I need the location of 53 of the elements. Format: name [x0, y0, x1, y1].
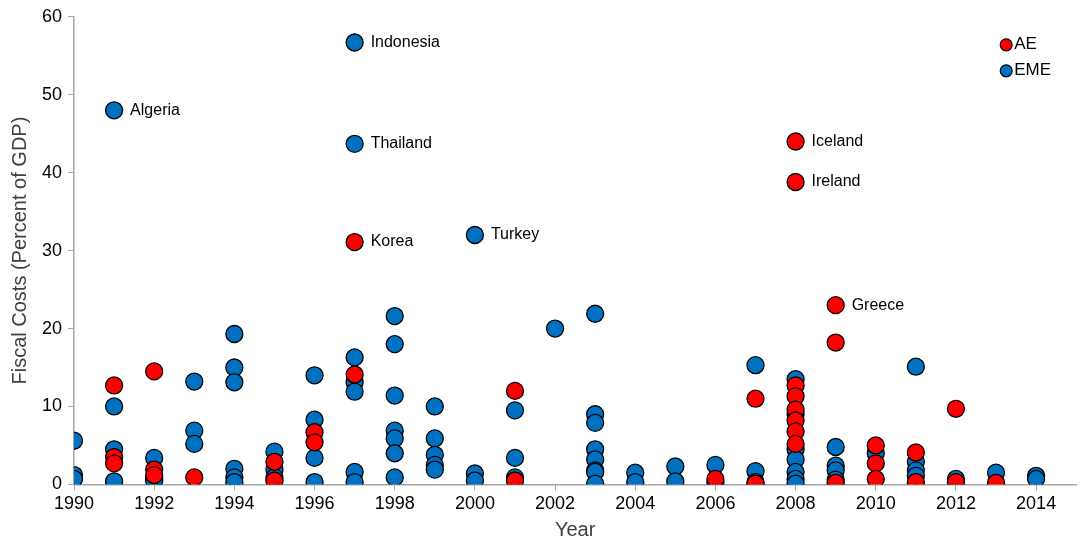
point [345, 365, 364, 384]
x-tick-label: 1994 [214, 493, 255, 514]
annotation: Korea [370, 232, 414, 250]
y-tick-label: 40 [41, 161, 63, 182]
y-tick-label: 50 [41, 83, 63, 104]
x-tick-label: 2004 [615, 493, 656, 514]
x-tick-label: 2002 [535, 493, 576, 514]
point [145, 362, 164, 381]
point [746, 389, 765, 408]
point [104, 454, 124, 473]
x-tick-label: 2006 [695, 493, 736, 514]
y-tick-label: 10 [41, 395, 63, 416]
y-tick-label: 0 [52, 473, 63, 494]
annotation: Thailand [370, 134, 433, 152]
y-tick-label: 20 [41, 317, 63, 338]
y-axis-title: Fiscal Costs (Percent of GDP) [7, 116, 30, 385]
point [104, 376, 124, 395]
point [265, 452, 284, 471]
y-tick-label: 30 [41, 239, 63, 260]
point [946, 399, 966, 418]
x-tick-label: 2010 [855, 493, 896, 514]
point [906, 443, 925, 462]
x-tick-label: 1998 [374, 493, 415, 514]
x-tick-label: 2012 [935, 493, 976, 514]
annotation: Iceland [811, 131, 864, 149]
point [145, 465, 164, 485]
x-tick-label: 1996 [294, 493, 335, 514]
x-tick-label: 1992 [134, 493, 175, 514]
annotation: Greece [851, 295, 905, 313]
point [786, 132, 805, 151]
annotation: Ireland [811, 172, 861, 190]
x-tick-label: 1990 [54, 493, 95, 514]
point [345, 232, 364, 252]
x-tick-label: 2014 [1016, 493, 1057, 514]
point [866, 454, 885, 473]
point [866, 436, 885, 455]
point [826, 296, 845, 315]
x-tick-label: 2008 [775, 493, 816, 514]
point [305, 433, 324, 452]
point [185, 468, 204, 485]
legend-label: EME [1014, 60, 1052, 80]
legend-label: AE [1014, 34, 1037, 54]
point [826, 333, 845, 352]
point [786, 434, 805, 454]
point [866, 469, 885, 485]
point [505, 381, 525, 401]
annotation: Indonesia [370, 32, 441, 50]
annotation: Algeria [130, 100, 181, 118]
y-tick-label: 60 [41, 5, 63, 26]
point [786, 172, 805, 192]
x-axis-title: Year [554, 517, 596, 540]
annotation: Turkey [490, 225, 540, 243]
x-tick-label: 2000 [454, 493, 495, 514]
